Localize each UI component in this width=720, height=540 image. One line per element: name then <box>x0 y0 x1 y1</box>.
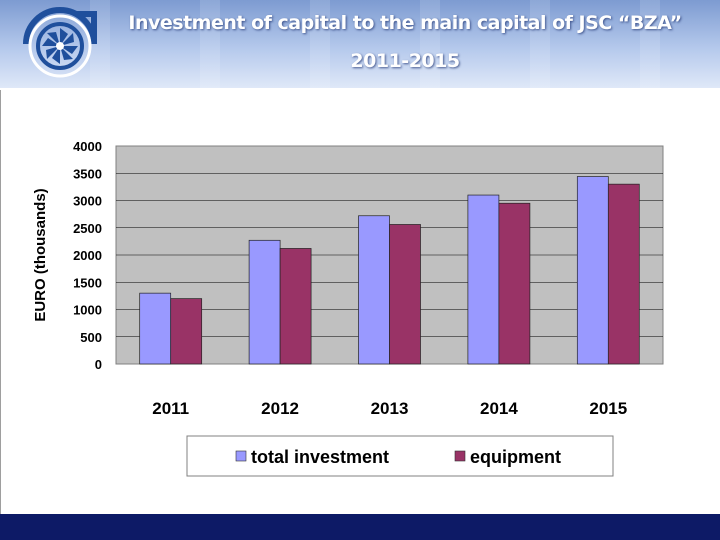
bar-equipment-2013 <box>389 224 421 365</box>
legend-box <box>186 435 614 477</box>
legend-label-equipment: equipment <box>470 447 561 467</box>
y-tick-label: 500 <box>80 330 102 345</box>
y-tick-label: 1500 <box>73 275 102 290</box>
x-tick-labels: 2011 2012 2013 2014 2015 <box>152 399 627 418</box>
content-frame <box>0 90 720 514</box>
y-axis-label: EURO (thousands) <box>32 188 49 321</box>
y-tick-label: 1000 <box>73 303 102 318</box>
bar-equipment-2014 <box>498 202 531 365</box>
bar-total-investment-2015 <box>576 176 609 365</box>
slide-title: Investment of capital to the main capita… <box>128 12 682 34</box>
x-tick-label: 2013 <box>371 399 409 418</box>
bar-total-investment-2014 <box>467 194 500 365</box>
y-tick-label: 2500 <box>73 221 102 236</box>
y-tick-label: 3500 <box>73 166 102 181</box>
y-tick-labels: 0 500 1000 1500 2000 2500 3000 3500 4000 <box>73 139 102 372</box>
bar-equipment-2011 <box>170 298 203 365</box>
bar-total-investment-2013 <box>358 215 390 365</box>
y-tick-label: 0 <box>95 357 102 372</box>
bar-equipment-2015 <box>607 183 640 365</box>
legend-swatch-total-investment <box>235 450 247 462</box>
slide-subtitle: 2011-2015 <box>350 50 460 72</box>
bar-equipment-2012 <box>279 248 312 365</box>
legend: total investment equipment <box>186 435 614 477</box>
y-tick-label: 4000 <box>73 139 102 154</box>
x-tick-label: 2011 <box>152 399 189 418</box>
slide-header <box>0 0 720 88</box>
legend-label-total-investment: total investment <box>251 447 389 467</box>
bar-total-investment-2011 <box>139 292 172 365</box>
x-tick-label: 2015 <box>589 399 627 418</box>
x-tick-label: 2012 <box>261 399 299 418</box>
slide-footer-bar <box>0 514 720 540</box>
legend-swatch-equipment <box>454 450 466 462</box>
y-tick-label: 3000 <box>73 194 102 209</box>
y-tick-label: 2000 <box>73 248 102 263</box>
x-tick-label: 2014 <box>480 399 518 418</box>
header-decoration <box>0 0 720 88</box>
bar-series <box>139 176 640 365</box>
bar-total-investment-2012 <box>248 239 281 365</box>
turbine-logo-icon <box>23 7 97 78</box>
